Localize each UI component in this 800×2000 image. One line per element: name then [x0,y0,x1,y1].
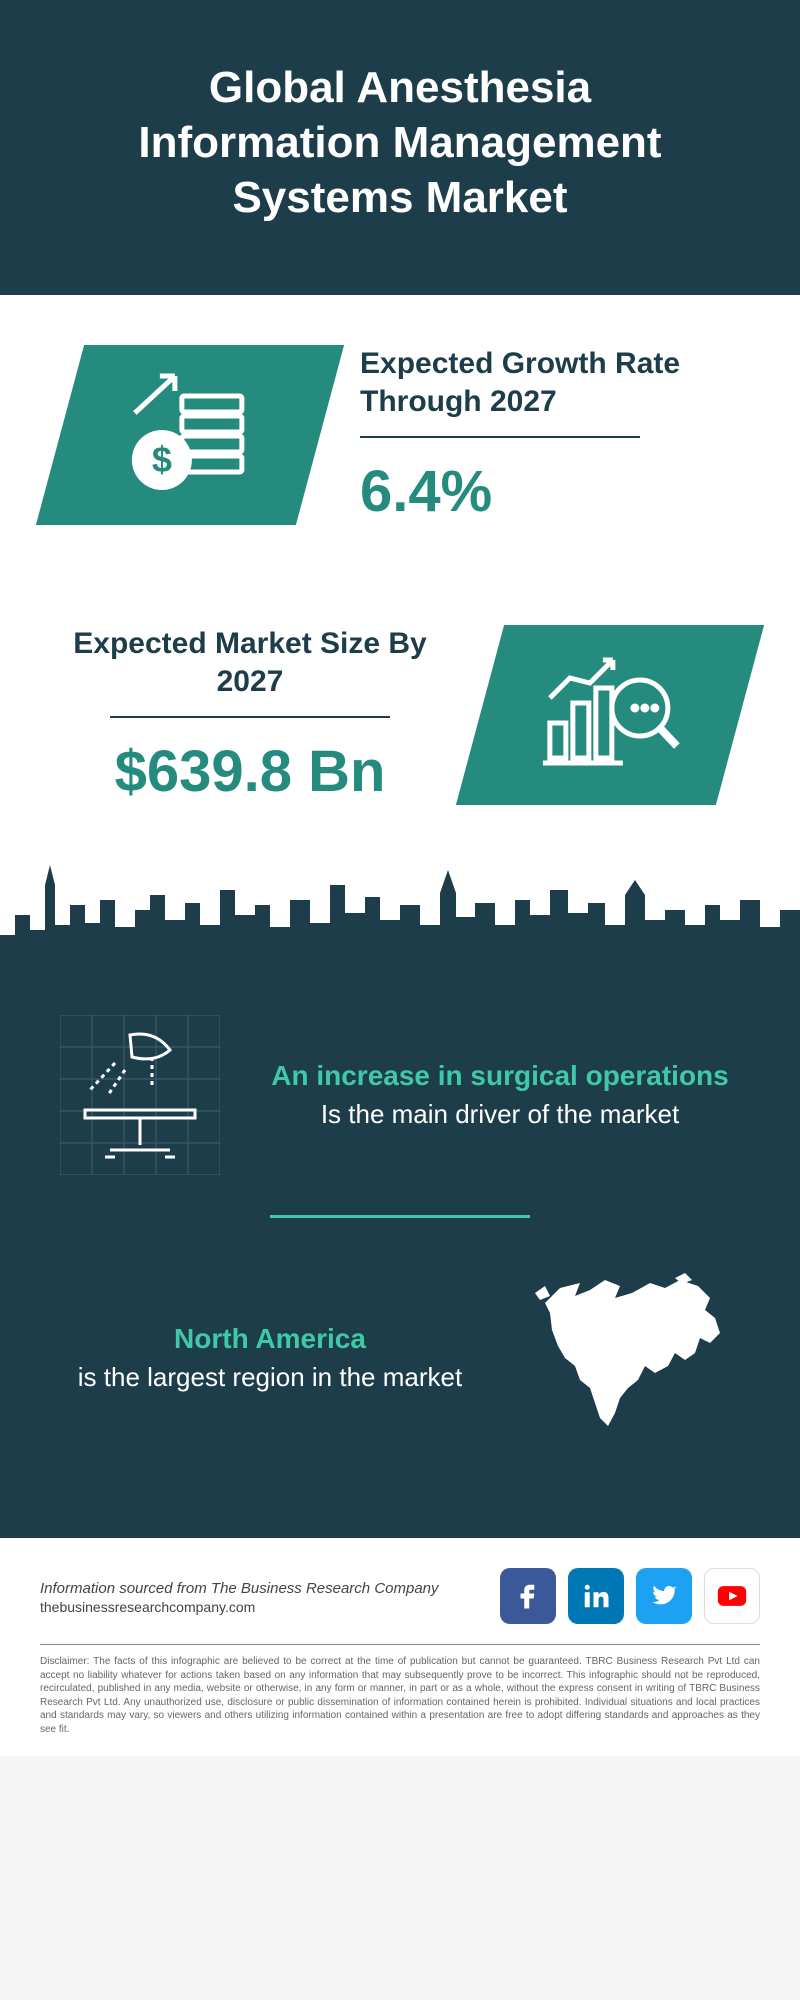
stat1-icon-shape: $ [36,345,344,525]
fact1-body: Is the main driver of the market [260,1098,740,1132]
stat1-divider [360,436,640,438]
fact-region: North America is the largest region in t… [60,1268,740,1448]
facebook-icon[interactable] [500,1568,556,1624]
stat-growth-rate: $ Expected Growth Rate Through 2027 6.4% [0,295,800,575]
footer-divider [40,1644,760,1645]
stat1-text: Expected Growth Rate Through 2027 6.4% [360,345,740,525]
title-line2: Information Management [138,118,661,167]
facts-separator [270,1215,530,1218]
footer: Information sourced from The Business Re… [0,1538,800,1756]
stat1-label: Expected Growth Rate Through 2027 [360,345,740,420]
footer-top: Information sourced from The Business Re… [40,1568,760,1624]
chart-analysis-icon [535,648,685,783]
fact-driver: An increase in surgical operations Is th… [60,1015,740,1175]
north-america-map-icon [520,1268,740,1448]
facts-section: An increase in surgical operations Is th… [0,975,800,1538]
fact2-text: North America is the largest region in t… [60,1321,480,1395]
stat2-value: $639.8 Bn [60,738,440,805]
stat-market-size: Expected Market Size By 2027 $639.8 Bn [0,575,800,855]
twitter-icon[interactable] [636,1568,692,1624]
stat2-label: Expected Market Size By 2027 [60,625,440,700]
stat2-text: Expected Market Size By 2027 $639.8 Bn [60,625,440,805]
fact2-highlight: North America [60,1321,480,1357]
stat2-divider [110,716,390,718]
footer-source: Information sourced from The Business Re… [40,1578,439,1615]
linkedin-icon[interactable] [568,1568,624,1624]
title-line3: Systems Market [232,173,567,222]
youtube-icon[interactable] [704,1568,760,1624]
fact2-body: is the largest region in the market [60,1361,480,1395]
footer-source-line2: thebusinessresearchcompany.com [40,1599,439,1615]
skyline-silhouette [0,855,800,975]
svg-text:$: $ [152,439,172,480]
fact1-highlight: An increase in surgical operations [260,1058,740,1094]
social-icons [500,1568,760,1624]
infographic-root: Global Anesthesia Information Management… [0,0,800,1756]
footer-source-line1: Information sourced from The Business Re… [40,1578,439,1599]
header-band: Global Anesthesia Information Management… [0,0,800,295]
surgery-table-icon [60,1015,220,1175]
fact1-text: An increase in surgical operations Is th… [260,1058,740,1132]
footer-disclaimer: Disclaimer: The facts of this infographi… [40,1655,760,1736]
title-line1: Global Anesthesia [209,63,591,112]
stat1-value: 6.4% [360,458,740,525]
header-title: Global Anesthesia Information Management… [40,60,760,225]
money-growth-icon: $ [120,368,260,503]
stat2-icon-shape [456,625,764,805]
